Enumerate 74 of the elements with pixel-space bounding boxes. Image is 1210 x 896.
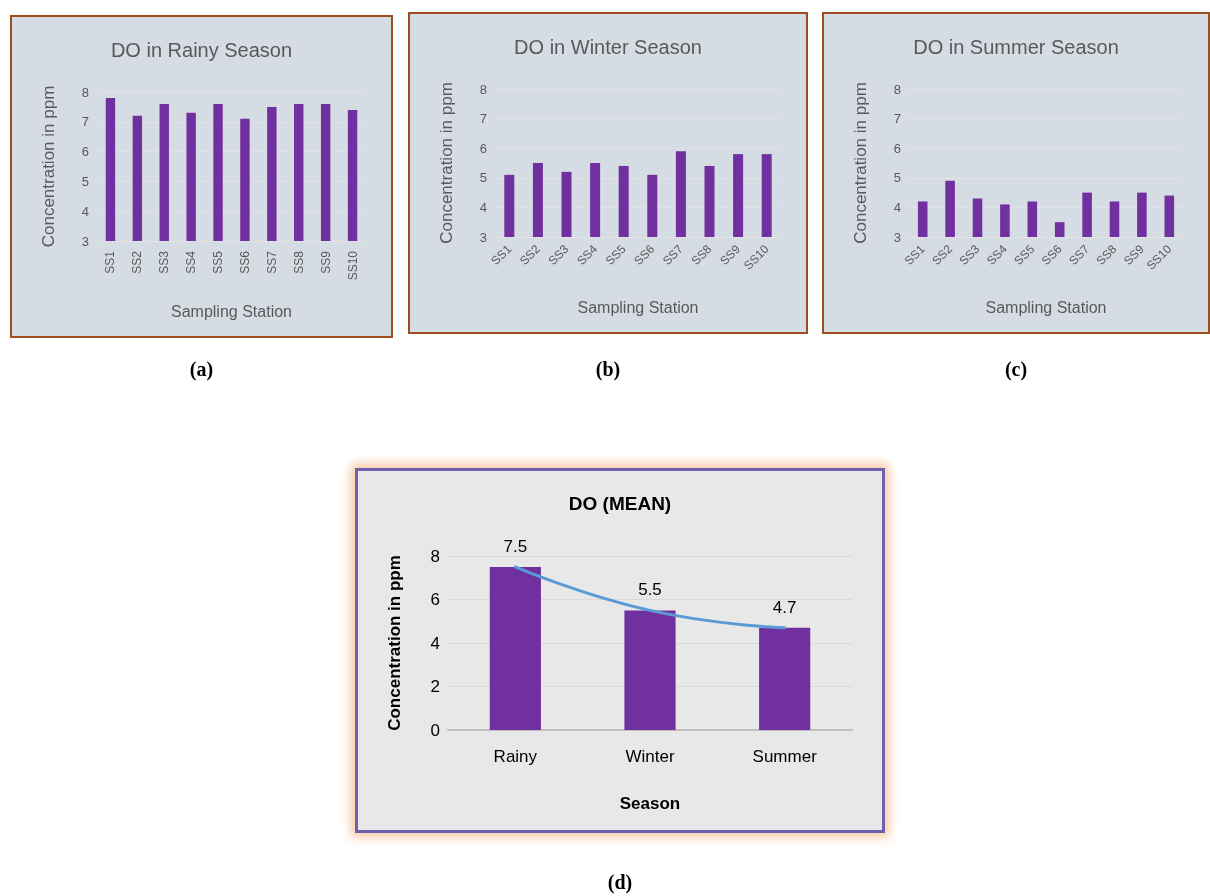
- y-tick-label: 3: [479, 229, 487, 245]
- x-tick-label: SS1: [901, 241, 928, 268]
- data-label: 4.7: [772, 597, 797, 617]
- y-tick-label: 8: [81, 84, 89, 100]
- y-tick-label: 5: [81, 173, 89, 189]
- x-tick-label: SS9: [318, 250, 333, 274]
- y-tick-label: 7: [81, 114, 89, 130]
- y-tick-label: 8: [893, 81, 901, 97]
- chart-title: DO in Summer Season: [913, 36, 1119, 58]
- y-tick-label: 5: [893, 170, 901, 186]
- bar: [624, 610, 676, 730]
- x-axis-title: Sampling Station: [171, 302, 292, 320]
- x-tick-label: SS5: [211, 250, 226, 274]
- y-axis-title: Concentration in ppm: [39, 85, 58, 248]
- y-axis-title: Concentration in ppm: [385, 555, 404, 731]
- y-tick-label: 6: [81, 144, 89, 160]
- x-tick-label: SS8: [1093, 241, 1120, 268]
- bar: [489, 566, 541, 730]
- x-axis-title: Sampling Station: [577, 298, 699, 316]
- x-tick-label: SS4: [574, 241, 601, 268]
- y-tick-label: 4: [479, 199, 487, 215]
- x-tick-label: Summer: [752, 747, 818, 766]
- x-tick-label: SS6: [237, 250, 252, 274]
- text: (c): [1003, 358, 1029, 381]
- x-tick-label: SS1: [488, 241, 515, 268]
- x-tick-label: SS8: [291, 250, 306, 274]
- y-tick-label: 8: [479, 81, 487, 97]
- text: (b): [594, 358, 622, 381]
- chart-title: DO in Winter Season: [514, 36, 702, 58]
- y-tick-label: 4: [430, 633, 440, 653]
- y-tick-label: 5: [479, 170, 487, 186]
- x-axis-title: Season: [619, 794, 681, 813]
- x-tick-label: SS2: [929, 241, 956, 268]
- y-tick-label: 3: [893, 229, 901, 245]
- x-tick-label: SS4: [983, 241, 1011, 268]
- y-tick-label: 0: [430, 720, 440, 740]
- x-tick-label: SS2: [516, 241, 544, 268]
- x-tick-label: SS4: [184, 250, 199, 274]
- x-tick-label: SS9: [717, 241, 744, 268]
- x-tick-label: SS2: [130, 250, 145, 274]
- text: (d): [606, 871, 634, 894]
- chart-title: DO (MEAN): [568, 493, 672, 514]
- chart-title: DO in Rainy Season: [110, 39, 293, 61]
- y-axis-title: Concentration in ppm: [851, 82, 870, 244]
- x-tick-label: SS3: [956, 241, 983, 268]
- x-tick-label: Winter: [625, 747, 675, 766]
- x-tick-label: SS6: [631, 241, 658, 268]
- y-tick-label: 6: [893, 140, 901, 156]
- y-tick-label: 2: [430, 677, 440, 696]
- y-tick-label: 3: [81, 233, 89, 249]
- y-tick-label: 8: [430, 546, 440, 566]
- y-tick-label: 7: [893, 111, 901, 127]
- x-tick-label: SS3: [545, 241, 572, 268]
- y-tick-label: 7: [479, 111, 487, 127]
- y-tick-label: 4: [81, 203, 89, 219]
- bar: [759, 627, 811, 730]
- y-tick-label: 4: [893, 199, 901, 215]
- x-tick-label: SS10: [345, 250, 360, 281]
- text: (a): [188, 358, 215, 381]
- x-tick-label: SS6: [1038, 241, 1065, 268]
- x-tick-label: SS9: [1120, 241, 1148, 268]
- y-tick-label: 6: [430, 590, 440, 609]
- data-label: 7.5: [503, 536, 528, 556]
- y-tick-label: 6: [479, 140, 487, 156]
- x-tick-label: SS1: [103, 250, 118, 274]
- x-tick-label: SS7: [264, 250, 279, 274]
- x-tick-label: Rainy: [493, 747, 538, 766]
- x-tick-label: SS8: [688, 241, 715, 268]
- x-tick-label: SS5: [602, 241, 629, 268]
- x-tick-label: SS3: [157, 250, 172, 274]
- data-label: 5.5: [638, 580, 662, 600]
- x-axis-title: Sampling Station: [985, 298, 1107, 316]
- x-tick-label: SS5: [1011, 241, 1038, 268]
- y-axis-title: Concentration in ppm: [437, 82, 456, 244]
